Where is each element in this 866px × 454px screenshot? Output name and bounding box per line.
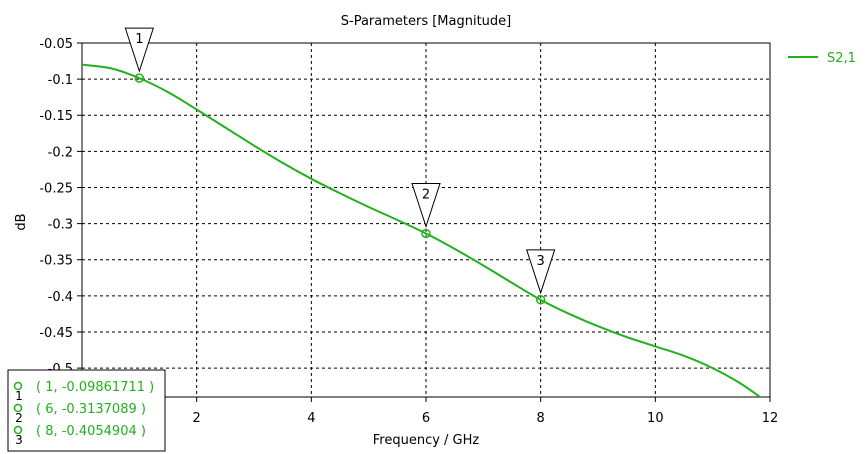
axis-ticks: 2 4 6 8 10 12 -0.05 -0.1 -0.15 -0.2 -0.25 -0.3 -0.35… <box>39 37 778 426</box>
y-tick-label: -0.3 <box>48 218 73 233</box>
legend-label: S2,1 <box>827 51 856 66</box>
legend: S2,1 <box>788 51 856 66</box>
readout-box <box>7 369 166 452</box>
marker-flag <box>124 27 155 73</box>
y-tick-label: -0.05 <box>39 37 73 52</box>
y-tick-label: -0.45 <box>39 326 73 341</box>
readout-value: ( 6, -0.3137089 ) <box>36 402 146 417</box>
marker-flag <box>411 183 441 229</box>
x-tick-label: 4 <box>307 411 315 426</box>
readout-marker-number: 1 <box>15 389 23 403</box>
y-tick-label: -0.1 <box>48 73 73 88</box>
chart-title: S-Parameters [Magnitude] <box>341 14 512 29</box>
y-axis-label: dB <box>14 213 29 230</box>
marker-point <box>134 73 145 83</box>
x-tick-label: 10 <box>647 411 664 426</box>
marker-number: 2 <box>422 188 430 203</box>
y-tick-label: -0.15 <box>39 109 73 124</box>
x-tick-label: 6 <box>422 411 430 426</box>
y-tick-label: -0.35 <box>39 254 73 269</box>
grid-lines <box>82 42 770 397</box>
readout-value: ( 8, -0.4054904 ) <box>36 424 146 439</box>
marker-point <box>421 228 431 239</box>
marker-number: 1 <box>135 32 143 47</box>
readout-marker-icon <box>13 381 23 391</box>
markers-layer: 1 2 3 <box>124 27 556 305</box>
x-tick-label: 2 <box>193 411 201 426</box>
marker-flag <box>525 249 556 295</box>
readout-marker-icon <box>13 403 23 413</box>
x-tick-label: 12 <box>762 411 779 426</box>
x-tick-label: 8 <box>537 411 545 426</box>
y-tick-label: -0.4 <box>48 290 73 305</box>
marker-number: 3 <box>537 254 545 269</box>
x-axis-label: Frequency / GHz <box>373 433 480 448</box>
readout-marker-number: 3 <box>15 433 23 447</box>
readout-marker-number: 2 <box>15 411 23 425</box>
series-line-s21 <box>82 63 762 397</box>
y-tick-label: -0.2 <box>48 145 73 160</box>
series-layer <box>82 63 762 397</box>
marker-readout: 1 ( 1, -0.09861711 ) 2 ( 6, -0.3137089 ) 3 ( … <box>7 369 166 452</box>
marker-point <box>535 295 546 305</box>
readout-value: ( 1, -0.09861711 ) <box>36 380 154 395</box>
y-tick-label: -0.25 <box>39 181 73 196</box>
readout-marker-icon <box>13 425 23 435</box>
